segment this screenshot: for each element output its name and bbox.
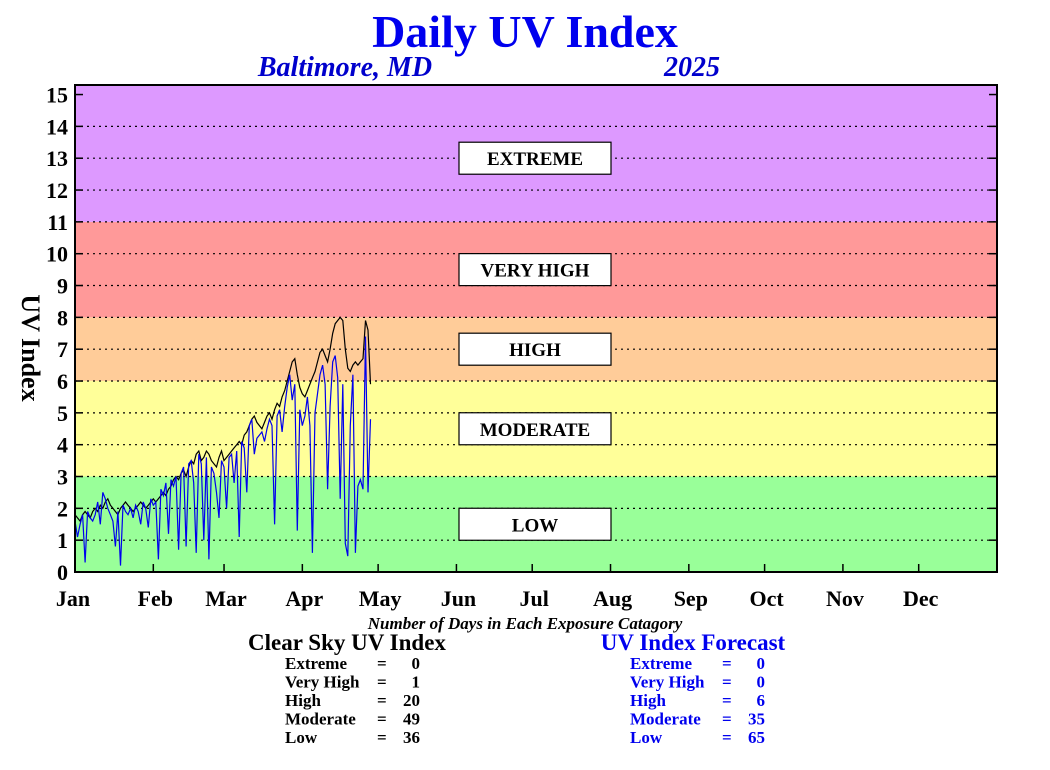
month-label-jan: Jan: [56, 586, 90, 611]
y-tick-label: 4: [57, 433, 68, 458]
summary-row-value: 49: [403, 710, 420, 729]
summary-row-value: 0: [412, 654, 421, 673]
exposure-band-labels: LOW MODERATE HIGH VERY HIGH EXTREME: [458, 141, 612, 541]
summary-row-label: Low: [285, 728, 318, 747]
y-tick-label: 0: [57, 560, 68, 585]
month-label-nov: Nov: [826, 586, 864, 611]
band-label-low: LOW: [458, 507, 612, 541]
summary-row-equals: =: [722, 673, 732, 692]
grid-lines: [75, 125, 997, 541]
y-tick-label: 9: [57, 274, 68, 299]
y-tick-label: 5: [57, 401, 68, 426]
summary-row-label: Extreme: [630, 654, 692, 673]
y-tick-label: 2: [57, 496, 68, 521]
month-label-oct: Oct: [750, 586, 785, 611]
band-label-high: HIGH: [458, 332, 612, 366]
chart-title: Daily UV Index: [372, 6, 678, 57]
summary-row-equals: =: [377, 710, 387, 729]
y-tick-label: 6: [57, 369, 68, 394]
month-label-sep: Sep: [674, 586, 708, 611]
summary-row-equals: =: [377, 728, 387, 747]
band-label-moderate: MODERATE: [458, 412, 612, 446]
y-tick-label: 8: [57, 305, 68, 330]
summary-row-label: Moderate: [630, 710, 701, 729]
summary-row-label: Low: [630, 728, 663, 747]
y-tick-label: 12: [46, 178, 68, 203]
summary-row-equals: =: [722, 654, 732, 673]
svg-text:VERY HIGH: VERY HIGH: [481, 261, 590, 282]
summary-row-equals: =: [722, 728, 732, 747]
summary-row-equals: =: [377, 654, 387, 673]
summary-row-value: 20: [403, 691, 420, 710]
x-axis-months: Jan Feb Mar Apr May Jun Jul Aug Sep Oct Nov Dec: [56, 564, 939, 611]
summary-row-value: 0: [757, 654, 766, 673]
y-tick-label: 11: [47, 210, 68, 235]
summary-row-label: Very High: [285, 673, 360, 692]
y-tick-label: 7: [57, 337, 68, 362]
summary-heading: UV Index Forecast: [601, 630, 786, 655]
month-label-aug: Aug: [593, 586, 632, 611]
summary-row-label: High: [630, 691, 666, 710]
y-tick-label: 15: [46, 83, 68, 108]
summary-row-value: 36: [403, 728, 420, 747]
y-tick-label: 1: [57, 528, 68, 553]
uv-forecast-line: [74, 336, 372, 566]
y-tick-label: 10: [46, 242, 68, 267]
summary-row-label: High: [285, 691, 321, 710]
y-tick-label: 14: [46, 114, 68, 139]
summary-row-equals: =: [722, 710, 732, 729]
month-label-feb: Feb: [138, 586, 173, 611]
summary-row-label: Extreme: [285, 654, 347, 673]
summary-heading: Clear Sky UV Index: [248, 630, 446, 655]
band-label-extreme: EXTREME: [458, 141, 612, 175]
svg-text:MODERATE: MODERATE: [480, 420, 590, 441]
summary-row-equals: =: [377, 673, 387, 692]
chart-location: Baltimore, MD: [257, 52, 432, 83]
band-label-very-high: VERY HIGH: [458, 253, 612, 287]
summary-row-equals: =: [377, 691, 387, 710]
month-label-mar: Mar: [205, 586, 247, 611]
summary-row-value: 0: [757, 673, 766, 692]
y-axis-label: UV Index: [16, 294, 45, 401]
summary-row-value: 1: [412, 673, 421, 692]
uv-series: [74, 316, 372, 566]
y-tick-label: 13: [46, 146, 68, 171]
svg-text:LOW: LOW: [512, 515, 558, 536]
month-label-jul: Jul: [520, 586, 549, 611]
clear-sky-uv-line: [74, 316, 372, 523]
svg-text:EXTREME: EXTREME: [487, 149, 583, 170]
svg-text:HIGH: HIGH: [509, 340, 561, 361]
month-label-dec: Dec: [903, 586, 939, 611]
month-label-may: May: [359, 586, 402, 611]
plot-frame: [74, 84, 998, 573]
chart-year: 2025: [663, 52, 720, 83]
month-label-apr: Apr: [285, 586, 323, 611]
axis-note: Number of Days in Each Exposure Catagory: [367, 614, 683, 633]
summary-row-value: 35: [748, 710, 765, 729]
month-label-jun: Jun: [441, 586, 476, 611]
y-tick-label: 3: [57, 465, 68, 490]
summary-row-label: Moderate: [285, 710, 356, 729]
summary-row-value: 6: [757, 691, 766, 710]
summary-row-label: Very High: [630, 673, 705, 692]
summary-row-equals: =: [722, 691, 732, 710]
summary-row-value: 65: [748, 728, 765, 747]
